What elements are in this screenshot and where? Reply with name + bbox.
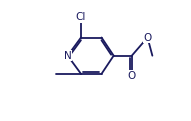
Text: N: N [64,51,72,61]
Text: O: O [128,71,136,81]
Text: Cl: Cl [76,12,86,22]
Text: O: O [143,33,152,42]
